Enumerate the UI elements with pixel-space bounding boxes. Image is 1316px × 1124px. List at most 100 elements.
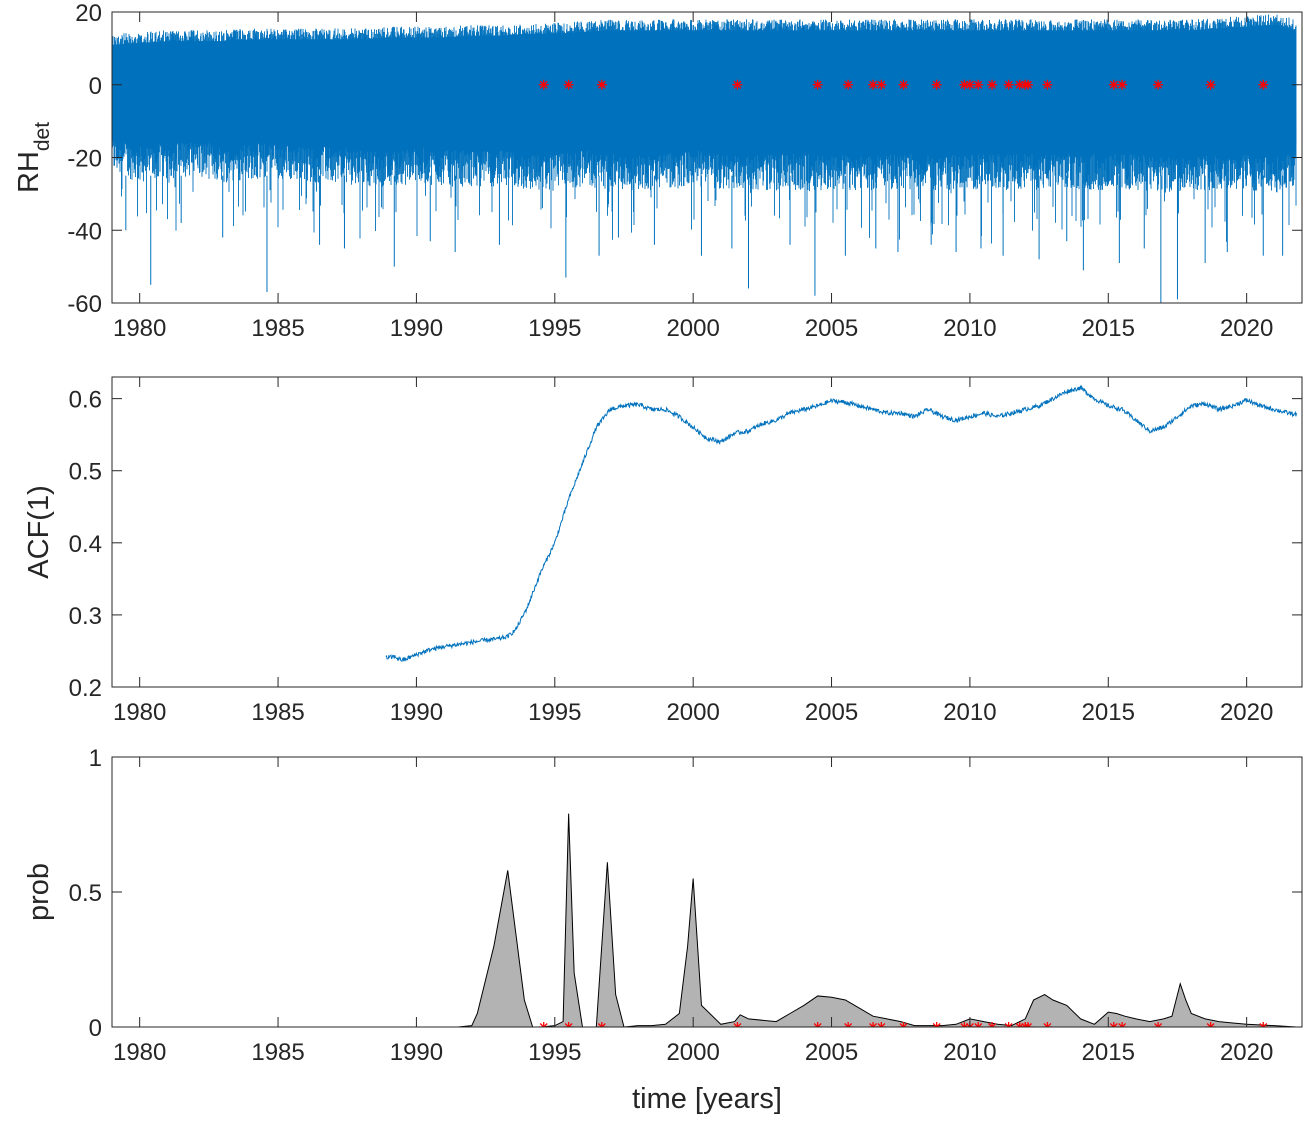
prob-event-marker [1108,1022,1119,1027]
acf-x-tick-label: 2000 [666,699,719,726]
acf-x-axis: 1980 1985 1990 1995 2000 2005 2010 2015 2020 [113,377,1273,726]
prob-y-label: prob [23,863,55,921]
prob-event-marker [843,1022,854,1027]
acf-series-line [385,384,1297,662]
prob-y-tick-label: 0.5 [69,880,102,907]
prob-panel: 1980 1985 1990 1995 2000 2005 2010 2015 2020 00.… [23,745,1303,1115]
rh-det-y-tick-label: -40 [67,218,102,245]
rh-det-event-marker [812,79,823,90]
prob-x-tick-label: 2020 [1220,1039,1273,1066]
prob-event-marker [987,1022,998,1027]
prob-event-marker [1153,1022,1164,1027]
rh-det-y-tick-label: 0 [89,73,102,100]
rh-det-event-marker [1023,79,1034,90]
acf-y-tick-label: 0.2 [69,675,102,702]
prob-x-axis: 1980 1985 1990 1995 2000 2005 2010 2015 2020 [113,757,1273,1066]
prob-y-tick-label: 0 [89,1015,102,1042]
rh-det-event-marker [843,79,854,90]
rh-det-series-core [112,24,1297,143]
rh-det-event-marker [1117,79,1128,90]
rh-det-event-marker [1003,79,1014,90]
rh-det-x-tick-label: 2010 [943,315,996,342]
acf-y-tick-label: 0.5 [69,459,102,486]
rh-det-y-tick-label: -20 [67,146,102,173]
prob-x-tick-label: 2015 [1082,1039,1135,1066]
acf-x-tick-label: 2015 [1082,699,1135,726]
prob-event-marker [1117,1022,1128,1027]
acf-y-tick-label: 0.4 [69,531,102,558]
acf-x-tick-label: 1990 [390,699,443,726]
prob-event-marker [898,1022,909,1027]
rh-det-panel: 1980 1985 1990 1995 2000 2005 2010 2015 2020 -60… [13,0,1303,342]
prob-x-tick-label: 1985 [251,1039,304,1066]
rh-det-event-marker [1042,79,1053,90]
rh-det-x-tick-label: 2000 [666,315,719,342]
rh-det-x-axis: 1980 1985 1990 1995 2000 2005 2010 2015 2020 [113,12,1273,342]
prob-event-marker [538,1022,549,1027]
prob-event-marker [973,1022,984,1027]
acf-x-tick-label: 2020 [1220,699,1273,726]
prob-event-marker [1205,1022,1216,1027]
prob-event-marker [812,1022,823,1027]
prob-axes-box [111,756,1303,1028]
rh-det-y-tick-label: 20 [75,0,102,27]
prob-event-marker [868,1022,879,1027]
rh-det-event-marker [596,79,607,90]
rh-det-y-label-subscript: det [31,122,54,151]
prob-x-tick-label: 1995 [528,1039,581,1066]
acf-y-tick-label: 0.6 [69,387,102,414]
rh-det-x-tick-label: 1980 [113,315,166,342]
rh-det-y-label: RHdet [13,122,54,193]
prob-event-marker [596,1022,607,1027]
acf-x-tick-label: 2005 [805,699,858,726]
prob-event-marker [1003,1022,1014,1027]
prob-x-tick-label: 2000 [666,1039,719,1066]
acf-y-tick-label: 0.3 [69,603,102,630]
acf-axes-box [111,376,1303,688]
prob-event-marker [732,1022,743,1027]
prob-y-tick-label: 1 [89,745,102,772]
rh-det-event-marker [987,79,998,90]
acf-plot-area [385,384,1297,662]
acf-y-axis: 0.2 0.3 0.4 0.5 0.6 [69,387,1302,702]
rh-det-event-marker [964,79,975,90]
x-axis-label: time [years] [632,1083,782,1115]
rh-det-x-tick-label: 2005 [805,315,858,342]
rh-det-event-marker [1153,79,1164,90]
prob-x-tick-label: 1980 [113,1039,166,1066]
rh-det-event-marker [732,79,743,90]
rh-det-y-axis: -60 -40 -20 0 20 [67,0,1302,318]
prob-event-marker [1042,1022,1053,1027]
rh-det-x-tick-label: 1985 [251,315,304,342]
rh-det-event-marker [1205,79,1216,90]
rh-det-event-marker [538,79,549,90]
prob-event-marker [876,1022,887,1027]
prob-y-axis: 00.51 [69,745,1302,1042]
rh-det-event-marker [931,79,942,90]
acf-y-label: ACF(1) [23,485,55,578]
prob-x-tick-label: 1990 [390,1039,443,1066]
prob-event-marker [931,1022,942,1027]
acf-panel: 1980 1985 1990 1995 2000 2005 2010 2015 2020 0.2… [23,376,1303,726]
rh-det-event-marker [876,79,887,90]
rh-det-event-marker [898,79,909,90]
rh-det-y-label-main: RH [13,151,45,193]
prob-x-tick-label: 2005 [805,1039,858,1066]
prob-area [385,813,1297,1027]
rh-det-plot-area [112,14,1297,303]
prob-event-marker [1023,1022,1034,1027]
rh-det-event-marker [1258,79,1269,90]
prob-x-tick-label: 2010 [943,1039,996,1066]
acf-x-tick-label: 1985 [251,699,304,726]
acf-x-tick-label: 2010 [943,699,996,726]
prob-event-marker [1258,1022,1269,1027]
rh-det-x-tick-label: 2020 [1220,315,1273,342]
prob-event-marker [563,1022,574,1027]
rh-det-x-tick-label: 2015 [1082,315,1135,342]
rh-det-event-marker [563,79,574,90]
rh-det-y-tick-label: -60 [67,291,102,318]
rh-det-event-marker [973,79,984,90]
prob-plot-area [385,813,1297,1027]
rh-det-x-tick-label: 1995 [528,315,581,342]
